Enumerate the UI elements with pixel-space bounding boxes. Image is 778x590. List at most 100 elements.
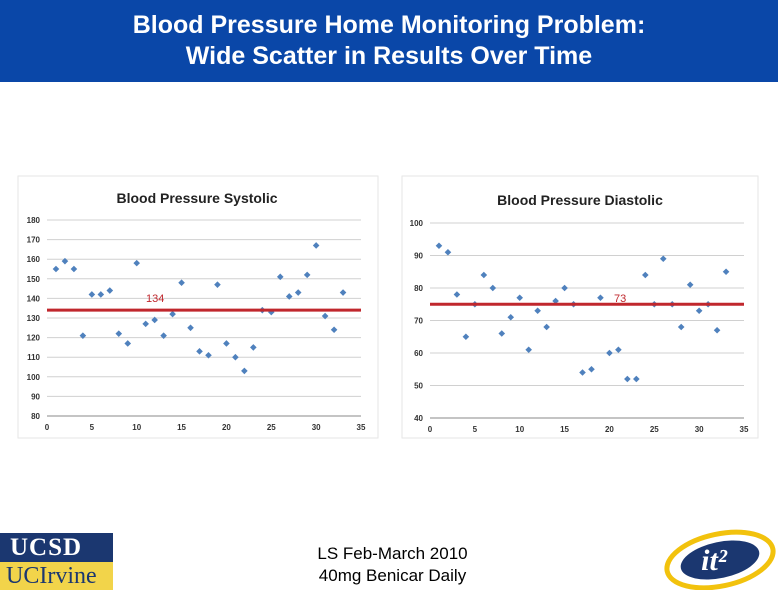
chart1-point — [70, 265, 78, 273]
chart1-y-tick-label: 140 — [27, 294, 41, 303]
chart1-point — [250, 344, 257, 351]
chart2-point — [489, 284, 497, 292]
chart1-y-tick-label: 80 — [31, 412, 40, 421]
chart2-point — [525, 346, 532, 354]
chart2-y-tick-label: 50 — [414, 382, 423, 391]
chart2-x-tick-label: 30 — [695, 425, 704, 434]
chart1-y-tick-label: 160 — [27, 255, 41, 264]
chart2-point — [516, 294, 524, 302]
chart1-point — [88, 291, 96, 298]
chart2-point — [642, 271, 649, 279]
chart1-y-tick-label: 180 — [27, 216, 41, 225]
title-bar: Blood Pressure Home Monitoring Problem: … — [0, 0, 778, 82]
chart1-point — [232, 353, 239, 361]
chart2-point — [462, 333, 470, 341]
chart2-point — [588, 365, 595, 373]
chart1-y-tick-label: 110 — [27, 353, 40, 362]
chart2-x-tick-label: 5 — [473, 425, 478, 434]
chart2-y-tick-label: 90 — [414, 252, 423, 261]
chart1-point — [79, 332, 87, 339]
chart1-point — [142, 320, 149, 328]
chart1-point — [276, 273, 284, 281]
it2-logo-text: it² — [701, 544, 728, 577]
chart2-x-tick-label: 10 — [515, 425, 524, 434]
chart2-point — [686, 281, 694, 289]
chart1-point — [223, 340, 230, 347]
chart2-point — [615, 346, 622, 354]
chart2-point — [695, 307, 703, 315]
chart2-point — [606, 349, 613, 357]
chart1-x-tick-label: 35 — [357, 423, 366, 432]
chart2-average-label: 73 — [614, 293, 626, 305]
footer-line1: LS Feb-March 2010 — [317, 544, 468, 563]
chart1-x-tick-label: 30 — [312, 423, 321, 432]
chart2-x-tick-label: 0 — [428, 425, 433, 434]
chart1-point — [106, 287, 114, 294]
chart1-point — [330, 326, 338, 334]
chart2-title: Blood Pressure Diastolic — [497, 192, 663, 208]
chart1-y-tick-label: 170 — [27, 236, 41, 245]
chart1-point — [115, 330, 123, 337]
it2-logo: it² — [664, 529, 776, 590]
chart1-y-tick-label: 100 — [27, 373, 41, 382]
chart1-x-tick-label: 10 — [132, 423, 141, 432]
chart1-x-tick-label: 0 — [45, 423, 50, 432]
chart1-point — [61, 257, 69, 265]
chart2-y-tick-label: 80 — [414, 284, 423, 293]
chart1-point — [133, 259, 141, 267]
chart2-point — [444, 248, 452, 256]
chart1-average-label: 134 — [146, 293, 164, 305]
ucsd-logo-text: UCSD — [0, 533, 113, 562]
chart1-point — [187, 324, 194, 332]
chart2-y-tick-label: 100 — [410, 219, 424, 228]
footer-line2: 40mg Benicar Daily — [318, 566, 467, 585]
chart2-point — [713, 326, 721, 334]
footer-note: LS Feb-March 2010 40mg Benicar Daily — [305, 543, 480, 587]
chart2-point — [543, 323, 550, 331]
chart2-point — [480, 271, 488, 279]
chart2-point — [453, 291, 461, 298]
chart2-point — [633, 375, 640, 383]
chart1-y-tick-label: 130 — [27, 314, 41, 323]
chart2-y-tick-label: 40 — [414, 414, 423, 423]
chart1-point — [196, 348, 203, 355]
chart1-y-tick-label: 120 — [27, 334, 41, 343]
chart2-point — [534, 307, 541, 315]
chart1-point — [312, 242, 320, 249]
chart1-point — [160, 332, 167, 339]
uci-logo-text: UCIrvine — [0, 562, 113, 590]
chart2-point — [597, 294, 604, 302]
ucsd-uci-logo: UCSD UCIrvine — [0, 533, 113, 590]
chart1-y-tick-label: 90 — [31, 392, 40, 401]
chart2-x-tick-label: 15 — [560, 425, 569, 434]
chart1-point — [303, 271, 311, 279]
chart1-x-tick-label: 5 — [90, 423, 95, 432]
chart2-x-tick-label: 35 — [740, 425, 749, 434]
chart1-x-tick-label: 15 — [177, 423, 186, 432]
chart2-x-tick-label: 25 — [650, 425, 659, 434]
chart1-point — [205, 351, 212, 359]
chart2-x-tick-label: 20 — [605, 425, 614, 434]
chart1-title: Blood Pressure Systolic — [116, 190, 277, 206]
chart1-panel — [17, 175, 379, 439]
chart2-y-tick-label: 70 — [414, 317, 423, 326]
chart1-x-tick-label: 20 — [222, 423, 231, 432]
chart2-point — [498, 330, 506, 337]
chart1-point — [151, 316, 158, 324]
chart1-point — [214, 281, 221, 288]
slide-title-line1: Blood Pressure Home Monitoring Problem: — [132, 11, 646, 39]
chart2-point — [507, 313, 515, 321]
chart1-point — [241, 367, 248, 375]
chart1-point — [339, 289, 347, 296]
chart1-point — [285, 293, 293, 300]
chart2-point — [624, 375, 631, 383]
chart2-point — [579, 369, 586, 376]
chart2-point — [561, 284, 568, 292]
chart1-point — [52, 265, 60, 273]
chart2-point — [552, 297, 559, 305]
chart1-point — [169, 310, 176, 318]
chart2-point — [435, 242, 443, 250]
chart1-point — [294, 289, 302, 296]
chart1-x-tick-label: 25 — [267, 423, 276, 432]
